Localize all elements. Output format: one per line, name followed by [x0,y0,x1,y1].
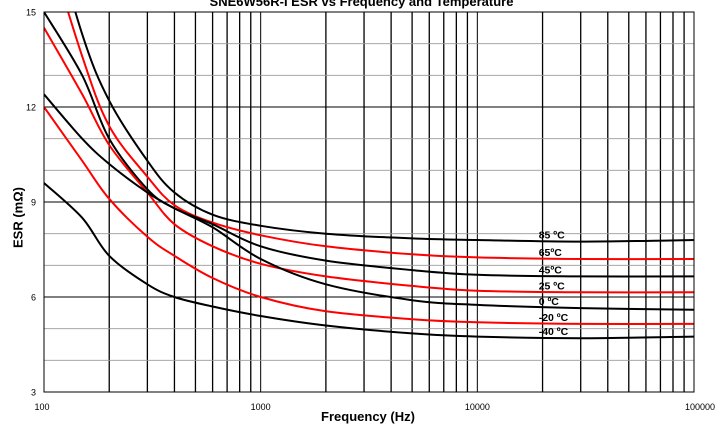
y-tick-label: 6 [31,293,36,303]
grid-layer [43,11,694,393]
series-line-3 [44,27,694,294]
x-tick-label: 100000 [685,402,715,412]
series-label-5: -20 ºC [539,312,569,324]
x-tick-label: 1000 [251,402,271,412]
series-label-4: 0 ºC [539,296,560,308]
series-label-layer: 85 ºC 65ºC 45ºC 25 ºC 0 ºC -20 ºC -40 ºC [539,230,569,339]
plot-frame [43,11,695,393]
series-label-3: 25 ºC [539,280,565,292]
series-label-6: -40 ºC [539,326,569,338]
x-axis-label: Frequency (Hz) [321,409,415,424]
y-tick-label: 12 [26,103,36,113]
series-line-6 [44,182,694,340]
y-tick-label: 9 [31,198,36,208]
series-line-5 [44,106,694,326]
series-label-1: 65ºC [539,247,563,259]
series-line-4 [44,93,694,311]
series-label-2: 45ºC [539,264,563,276]
y-axis-label: ESR (mΩ) [10,187,26,248]
series-line-0 [74,12,694,243]
y-tick-label: 3 [31,388,36,398]
series-label-0: 85 ºC [539,230,565,242]
series-line-2 [44,12,694,278]
chart-title: SNE6W56R-I ESR vs Frequency and Temperat… [209,0,514,9]
y-tick-label: 15 [26,8,36,18]
x-tick-label: 100 [34,402,49,412]
x-tick-label: 10000 [465,402,490,412]
series-line-1 [67,12,694,261]
tick-layer: 100 1000 10000 100000 3 6 9 12 15 [26,8,715,413]
series-layer [44,12,694,340]
